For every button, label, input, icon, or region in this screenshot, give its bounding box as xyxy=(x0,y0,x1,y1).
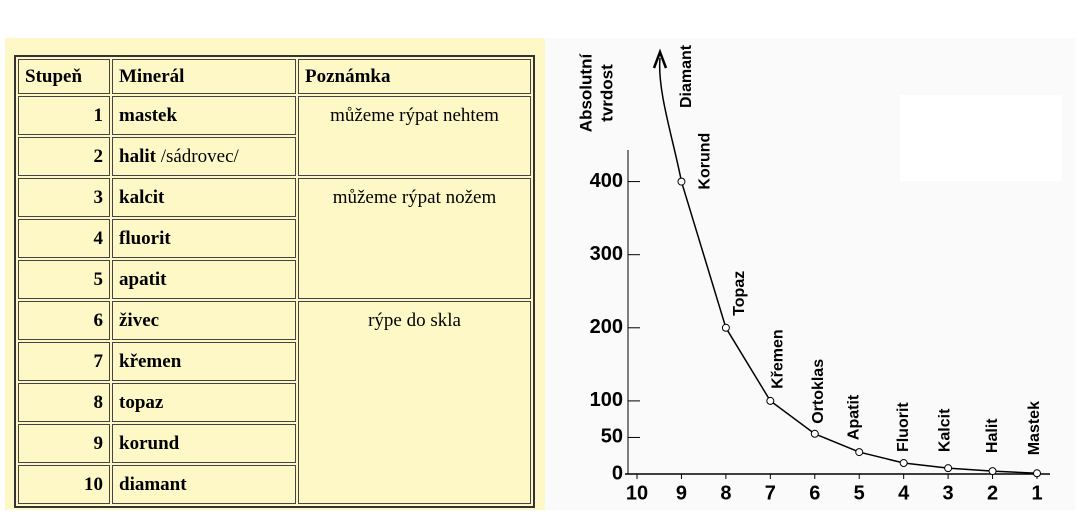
table-row: 7 křemen xyxy=(18,342,531,381)
degree-cell: 7 xyxy=(18,342,110,381)
table-row: 4 fluorit xyxy=(18,219,531,258)
x-tick-label: 1 xyxy=(1031,482,1042,504)
data-point xyxy=(1033,469,1041,478)
mineral-name: halit xyxy=(119,145,156,167)
degree-cell: 4 xyxy=(18,219,110,258)
table-row: 8 topaz xyxy=(18,383,531,422)
mineral-cell: korund xyxy=(112,424,296,463)
x-tick-label: 7 xyxy=(765,482,776,504)
mineral-name: topaz xyxy=(119,391,164,413)
header-cell: Stupeň xyxy=(18,59,110,94)
mineral-note: /sádrovec/ xyxy=(160,145,239,167)
x-tick-label: 8 xyxy=(720,482,731,504)
arrow-head xyxy=(652,48,668,69)
data-point xyxy=(677,177,686,186)
note-cell: rýpe do skla xyxy=(298,301,531,504)
x-tick-label: 2 xyxy=(987,482,998,504)
point-label: Kalcit xyxy=(936,408,953,452)
mineral-cell: fluorit xyxy=(112,219,296,258)
data-point xyxy=(988,467,997,476)
y-tick-label: 300 xyxy=(590,243,623,265)
point-label: Fluorit xyxy=(895,402,912,452)
data-point xyxy=(855,448,864,457)
x-tick-label: 6 xyxy=(809,482,820,504)
x-tick-label: 5 xyxy=(854,482,865,504)
mineral-cell: topaz xyxy=(112,383,296,422)
x-tick-label: 10 xyxy=(626,482,648,504)
y-tick-label: 50 xyxy=(601,426,623,448)
y-tick-label: 400 xyxy=(590,170,623,192)
x-tick-label: 3 xyxy=(943,482,954,504)
note-cell: můžeme rýpat nožem xyxy=(298,178,531,299)
point-label: Křemen xyxy=(770,329,787,389)
curve-tail xyxy=(658,57,683,182)
data-point xyxy=(721,323,730,332)
degree-cell: 8 xyxy=(18,383,110,422)
mineral-cell: kalcit xyxy=(112,178,296,217)
header-cell: Minerál xyxy=(112,59,296,94)
table-row: 9 korund xyxy=(18,424,531,463)
point-label: Halit xyxy=(984,418,1001,453)
mineral-cell: mastek xyxy=(112,96,296,135)
point-label: Diamant xyxy=(678,44,695,108)
table-row: 5 apatit xyxy=(18,260,531,299)
data-point xyxy=(810,429,819,438)
data-point xyxy=(899,459,908,468)
table-row: 2 halit /sádrovec/ xyxy=(18,137,531,176)
mineral-name: mastek xyxy=(119,104,178,126)
table-row: 6 živec rýpe do skla xyxy=(18,301,531,504)
mineral-name: křemen xyxy=(119,350,182,372)
header-row: Stupeň Minerál Poznámka xyxy=(18,59,531,94)
header-cell: Poznámka xyxy=(298,59,531,94)
degree-cell: 10 xyxy=(18,465,110,504)
mineral-cell: diamant xyxy=(112,465,296,504)
mineral-name: fluorit xyxy=(119,227,171,249)
note-cell: můžeme rýpat nehtem xyxy=(298,96,531,176)
degree-cell: 5 xyxy=(18,260,110,299)
table-row: 10 diamant xyxy=(18,465,531,504)
mineral-name: kalcit xyxy=(119,186,165,208)
hardness-table: Stupeň Minerál Poznámka 1 mastek můžeme rý… xyxy=(14,55,535,508)
data-point xyxy=(766,396,775,405)
chart: Absolutní tvrdost 0 50 100 200 300 400 10 9 8 7 6 5… xyxy=(545,38,1075,510)
point-label: Mastek xyxy=(1026,401,1043,455)
mineral-name: diamant xyxy=(119,473,187,495)
point-label: Ortoklas xyxy=(810,359,827,424)
table-row: 1 mastek můžeme rýpat nehtem xyxy=(18,96,531,176)
degree-cell: 6 xyxy=(18,301,110,340)
table-row: 3 kalcit můžeme rýpat nožem xyxy=(18,178,531,299)
degree-cell: 1 xyxy=(18,96,110,135)
mineral-cell: živec xyxy=(112,301,296,340)
mineral-name: apatit xyxy=(119,268,167,290)
table-panel: Stupeň Minerál Poznámka 1 mastek můžeme rý… xyxy=(5,38,545,510)
mineral-cell: křemen xyxy=(112,342,296,381)
data-point xyxy=(944,464,953,473)
point-label: Apatit xyxy=(845,394,862,440)
degree-cell: 9 xyxy=(18,424,110,463)
point-label: Topaz xyxy=(731,271,748,316)
mineral-cell: apatit xyxy=(112,260,296,299)
point-label: Korund xyxy=(697,133,714,190)
degree-cell: 3 xyxy=(18,178,110,217)
degree-cell: 2 xyxy=(18,137,110,176)
y-axis-label: tvrdost xyxy=(597,64,616,122)
mineral-cell: halit /sádrovec/ xyxy=(112,137,296,176)
mineral-name: korund xyxy=(119,432,180,454)
x-tick-label: 9 xyxy=(676,482,687,504)
x-tick-label: 4 xyxy=(898,482,910,504)
y-axis-label: Absolutní xyxy=(576,53,595,133)
mineral-name: živec xyxy=(119,309,160,331)
blank-box xyxy=(900,95,1062,181)
y-tick-label: 0 xyxy=(612,462,623,484)
y-tick-label: 200 xyxy=(590,316,623,338)
y-tick-label: 100 xyxy=(590,389,623,411)
